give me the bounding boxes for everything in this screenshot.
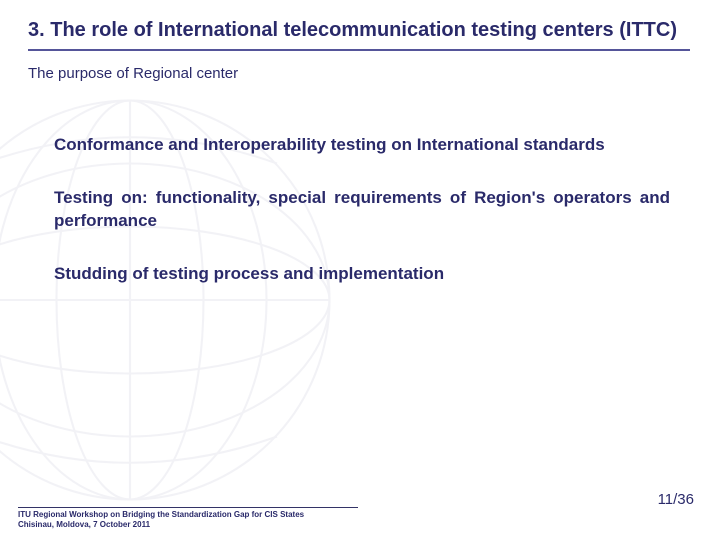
- title-block: 3. The role of International telecommuni…: [28, 18, 692, 51]
- footer-line-1: ITU Regional Workshop on Bridging the St…: [18, 510, 378, 520]
- page-number: 11/36: [658, 491, 694, 508]
- body: Conformance and Interoperability testing…: [28, 134, 692, 286]
- slide-subtitle: The purpose of Regional center: [28, 65, 692, 82]
- footer: ITU Regional Workshop on Bridging the St…: [18, 507, 378, 530]
- footer-divider: [18, 507, 358, 508]
- paragraph-1: Conformance and Interoperability testing…: [54, 134, 670, 157]
- paragraph-2: Testing on: functionality, special requi…: [54, 187, 670, 233]
- slide: 3. The role of International telecommuni…: [0, 0, 720, 540]
- paragraph-3: Studding of testing process and implemen…: [54, 263, 670, 286]
- footer-line-2: Chisinau, Moldova, 7 October 2011: [18, 520, 378, 530]
- title-underline: [28, 49, 690, 51]
- slide-title: 3. The role of International telecommuni…: [28, 18, 692, 43]
